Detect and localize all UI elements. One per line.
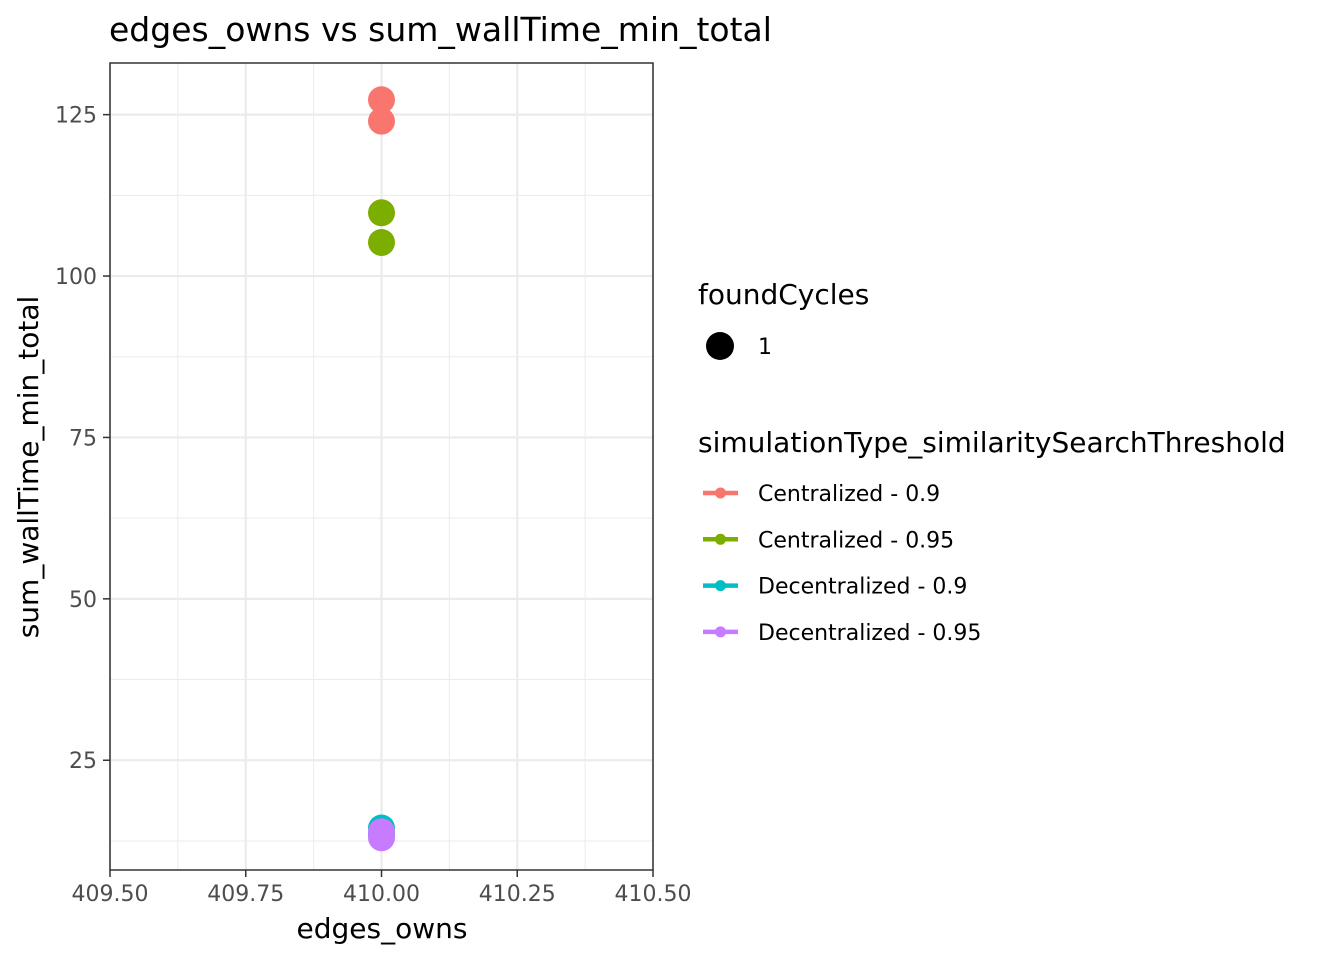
data-point (368, 824, 395, 852)
plot-area (108, 62, 655, 871)
size-legend: foundCycles 1 (698, 278, 869, 360)
color-legend-key-dot (715, 487, 726, 499)
data-point (368, 199, 395, 227)
y-tick-label: 50 (69, 588, 97, 613)
x-tick-label: 410.00 (343, 882, 420, 907)
color-legend-title: simulationType_similaritySearchThreshold (698, 426, 1286, 459)
color-legend-key-dot (715, 626, 726, 638)
x-tick-label: 410.50 (615, 882, 692, 907)
color-legend-label: Decentralized - 0.95 (758, 621, 981, 646)
color-legend: simulationType_similaritySearchThreshold… (698, 426, 1286, 646)
x-tick-label: 410.25 (479, 882, 556, 907)
x-axis-ticks: 409.50 409.75 410.00 410.25 410.50 (72, 870, 692, 907)
color-legend-key-dot (715, 533, 726, 545)
chart-title: edges_owns vs sum_wallTime_min_total (109, 10, 772, 49)
color-legend-label: Centralized - 0.95 (758, 528, 954, 553)
data-point (368, 107, 395, 135)
x-tick-label: 409.50 (72, 882, 149, 907)
y-tick-label: 75 (69, 426, 97, 451)
x-axis-title: edges_owns (297, 912, 468, 945)
size-legend-title: foundCycles (698, 278, 869, 311)
y-axis-title: sum_wallTime_min_total (12, 296, 45, 639)
x-tick-label: 409.75 (207, 882, 284, 907)
color-legend-key-dot (715, 580, 726, 592)
data-points (368, 86, 395, 852)
data-point (368, 228, 395, 256)
color-legend-label: Decentralized - 0.9 (758, 575, 967, 600)
size-legend-label: 1 (758, 335, 772, 360)
color-legend-label: Centralized - 0.9 (758, 482, 940, 507)
y-tick-label: 100 (55, 265, 97, 290)
y-tick-label: 125 (55, 104, 97, 129)
size-legend-key (706, 332, 734, 360)
y-tick-label: 25 (69, 749, 97, 774)
y-axis-ticks: 25 50 75 100 125 (55, 104, 110, 774)
data-point (368, 86, 395, 114)
